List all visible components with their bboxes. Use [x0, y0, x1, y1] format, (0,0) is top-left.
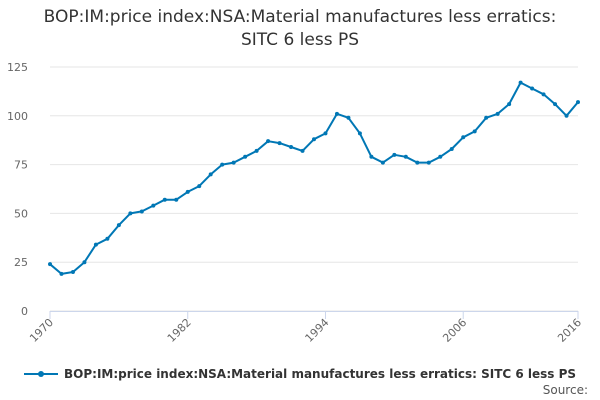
- data-point: [185, 189, 190, 194]
- data-point: [495, 111, 500, 116]
- data-point: [82, 260, 87, 265]
- data-point: [346, 115, 351, 120]
- data-point: [334, 111, 339, 116]
- x-tick-label: 1982: [165, 316, 194, 345]
- data-point: [139, 209, 144, 214]
- legend-series-marker-icon: [24, 371, 58, 377]
- data-point: [518, 80, 523, 85]
- data-point: [300, 148, 305, 153]
- data-point: [277, 141, 282, 146]
- data-point: [484, 115, 489, 120]
- chart-title: BOP:IM:price index:NSA:Material manufact…: [0, 6, 600, 52]
- data-point: [380, 160, 385, 165]
- data-point: [231, 160, 236, 165]
- data-point: [174, 197, 179, 202]
- data-point: [357, 131, 362, 136]
- x-tick-label: 1994: [303, 316, 332, 345]
- legend-series-label: BOP:IM:price index:NSA:Material manufact…: [64, 367, 577, 381]
- x-tick-label: 1970: [27, 316, 56, 345]
- data-point: [243, 154, 248, 159]
- x-tick-label: 2006: [440, 316, 469, 345]
- data-point: [541, 92, 546, 97]
- x-tick-label: 2016: [555, 316, 584, 345]
- data-point: [105, 236, 110, 241]
- y-tick-label: 25: [14, 256, 28, 269]
- y-tick-label: 125: [7, 61, 28, 74]
- source-label: Source:: [542, 383, 588, 397]
- data-point: [93, 242, 98, 247]
- data-point: [369, 154, 374, 159]
- data-point: [266, 139, 271, 144]
- data-point: [438, 154, 443, 159]
- chart-title-line-1: BOP:IM:price index:NSA:Material manufact…: [43, 7, 557, 27]
- data-point: [403, 154, 408, 159]
- data-point: [461, 135, 466, 140]
- chart-title-line-2: SITC 6 less PS: [240, 30, 360, 50]
- data-point: [507, 102, 512, 107]
- data-point: [530, 86, 535, 91]
- series-line: [49, 81, 579, 275]
- data-point: [254, 148, 259, 153]
- data-point: [128, 211, 133, 216]
- y-tick-label: 50: [14, 207, 28, 220]
- data-point: [323, 131, 328, 136]
- data-point: [220, 162, 225, 167]
- data-point: [553, 102, 558, 107]
- data-point: [472, 129, 477, 134]
- data-point: [289, 145, 294, 150]
- data-point: [162, 197, 167, 202]
- y-tick-label: 0: [21, 305, 28, 318]
- data-point: [449, 146, 454, 151]
- data-point: [392, 152, 397, 157]
- data-point: [208, 172, 213, 177]
- data-point: [197, 184, 202, 189]
- data-point: [116, 223, 121, 228]
- data-point: [48, 262, 52, 267]
- data-point: [59, 271, 64, 276]
- data-point: [312, 137, 316, 142]
- data-point: [415, 160, 420, 165]
- data-point: [576, 100, 580, 105]
- y-tick-label: 100: [7, 110, 28, 123]
- legend[interactable]: BOP:IM:price index:NSA:Material manufact…: [22, 366, 576, 382]
- data-point: [564, 113, 569, 118]
- data-point: [70, 269, 75, 274]
- data-point: [426, 160, 431, 165]
- data-point: [151, 203, 156, 208]
- y-tick-label: 75: [14, 159, 28, 172]
